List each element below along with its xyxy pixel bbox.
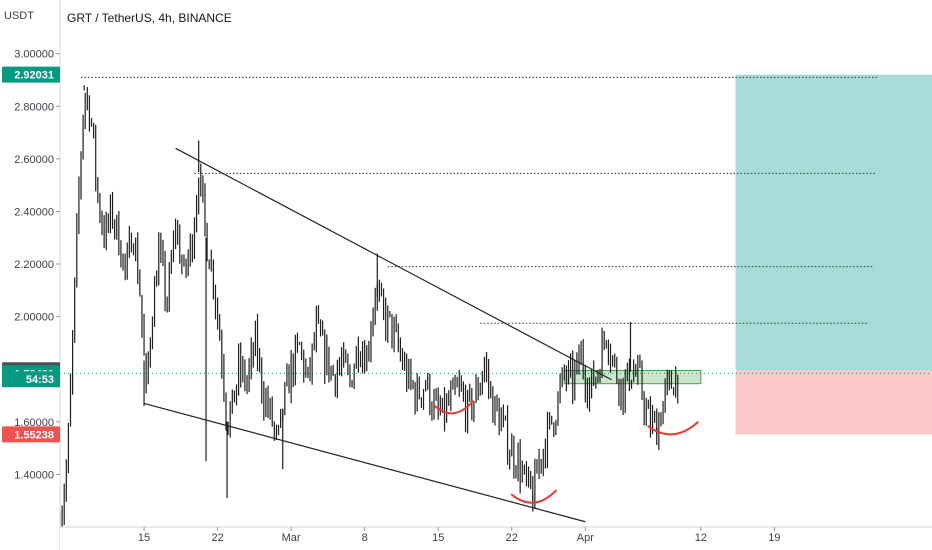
upper-trendline [175, 147, 612, 381]
price-axis-bg [0, 0, 60, 550]
price-tick-label: 2.80000 [14, 101, 54, 113]
resistance-levels [60, 76, 932, 374]
stop-zone [735, 370, 932, 435]
price-badge-label: 2.92031 [14, 70, 54, 82]
bottom-mark-curve [510, 489, 557, 504]
currency-label: USDT [4, 10, 34, 22]
time-axis-bg [60, 527, 932, 550]
price-tick-label: 2.40000 [14, 206, 54, 218]
price-tick-label: 2.00000 [14, 312, 54, 324]
bottom-mark-curve [433, 400, 474, 415]
price-badge-countdown [2, 371, 60, 388]
target-zone [735, 74, 932, 371]
lower-trendline [143, 402, 586, 523]
price-tick-label: 2.60000 [14, 154, 54, 166]
time-tick-label: 12 [695, 532, 707, 544]
time-tick-label: Apr [577, 532, 594, 544]
price-tick-label: 1.60000 [14, 417, 54, 429]
bottom-mark-curve [647, 421, 699, 436]
price-badge-stop [2, 426, 60, 443]
time-tick-label: 19 [768, 532, 780, 544]
price-tick-label: 1.40000 [14, 469, 54, 481]
price-badge-label: 54:53 [26, 374, 54, 386]
price-axis: 1.400001.600001.800002.000002.200002.400… [0, 0, 61, 550]
trend-drawings [143, 147, 699, 523]
time-tick-label: 8 [362, 532, 368, 544]
time-tick-label: 15 [138, 532, 150, 544]
time-tick-label: Mar [282, 532, 301, 544]
price-badge-label: 1.55238 [14, 429, 54, 441]
time-tick-label: 22 [211, 532, 223, 544]
candles [59, 85, 679, 548]
price-badge-target [2, 66, 60, 83]
symbol-title[interactable]: GRT / TetherUS, 4h, BINANCE [67, 11, 232, 25]
price-tick-label: 2.20000 [14, 259, 54, 271]
position-zones [563, 74, 932, 435]
time-tick-label: 15 [432, 532, 444, 544]
time-tick-label: 22 [506, 532, 518, 544]
price-tick-label: 3.00000 [14, 49, 54, 61]
time-axis: 15 22 Mar 8 15 22 Apr 12 19 [60, 526, 932, 550]
